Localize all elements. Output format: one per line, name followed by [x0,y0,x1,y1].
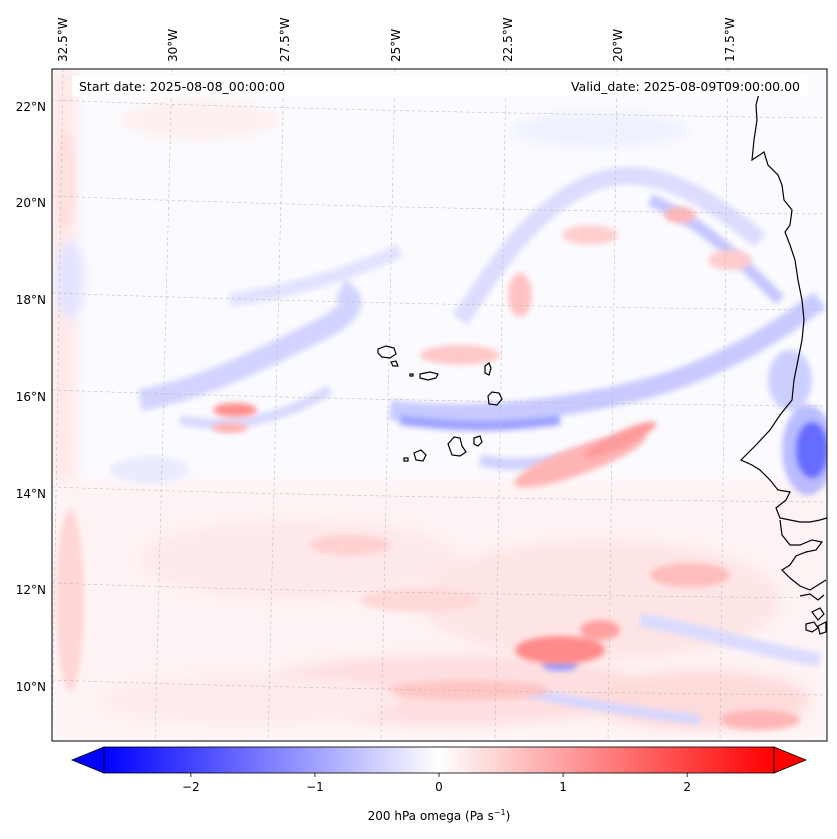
island-sal [484,362,492,376]
colorbar-tick-label: 0 [435,780,443,794]
colorbar-tick-label: −2 [182,780,200,794]
lat-label-12n: 12°N [16,583,46,597]
coastline-island-1 [811,607,825,621]
start-date-label: Start date: 2025-08-08_00:00:00 [79,79,285,94]
africa-coastline [739,89,827,635]
island-sao-vicente [390,360,399,367]
lon-label-27-5w: 27.5°W [278,17,292,62]
island-fogo [413,449,427,462]
lon-label-25w: 25°W [389,29,403,62]
lat-label-16n: 16°N [16,390,46,404]
island-sao-nicolau [419,371,439,381]
lat-label-22n: 22°N [16,100,46,114]
island-santo-antao [377,345,397,359]
field-red-patches [55,130,800,730]
colorbar-tick-label: 1 [559,780,567,794]
lon-label-30w: 30°W [166,29,180,62]
lat-label-14n: 14°N [16,487,46,501]
coastline-island-2 [805,621,819,633]
longitude-labels: 32.5°W 30°W 27.5°W 25°W 22.5°W 20°W 17.5… [56,17,737,62]
lon-label-17-5w: 17.5°W [723,17,737,62]
island-brava [403,457,409,462]
map-frame [51,68,828,742]
colorbar-label: 200 hPa omega (Pa s−1) [368,808,511,823]
island-santa-luzia [409,373,414,377]
lon-label-20w: 20°W [611,29,625,62]
latitude-labels: 22°N 20°N 18°N 16°N 14°N 12°N 10°N [16,100,46,694]
colorbar-gradient [104,747,774,773]
coastline-guinea-1 [799,593,825,601]
coastline-guinea-bissau [779,519,827,591]
lat-label-20n: 20°N [16,196,46,210]
lon-label-22-5w: 22.5°W [501,17,515,62]
colorbar-max-extend [773,746,808,774]
colorbar-tick-label: −1 [306,780,324,794]
colorbar-min-extend [70,746,105,774]
cape-verde-islands [377,345,503,462]
graticule [52,69,827,741]
colorbar-tick-label: 2 [683,780,691,794]
colorbar: −2 −1 0 1 2 200 hPa omega (Pa s−1) [70,746,808,823]
island-maio [473,435,483,447]
valid-date-label: Valid_date: 2025-08-09T09:00:00.00 [571,79,800,94]
island-boa-vista [487,391,503,406]
coastline-mainland [739,89,827,523]
coastline-island-3 [817,621,827,635]
lon-label-32-5w: 32.5°W [56,17,70,62]
colorbar-ticks: −2 −1 0 1 2 [182,773,691,794]
map-panel: Start date: 2025-08-08_00:00:00 Valid_da… [51,68,828,742]
header-background [72,76,809,96]
island-santiago [447,436,467,457]
lat-label-10n: 10°N [16,680,46,694]
lat-label-18n: 18°N [16,293,46,307]
